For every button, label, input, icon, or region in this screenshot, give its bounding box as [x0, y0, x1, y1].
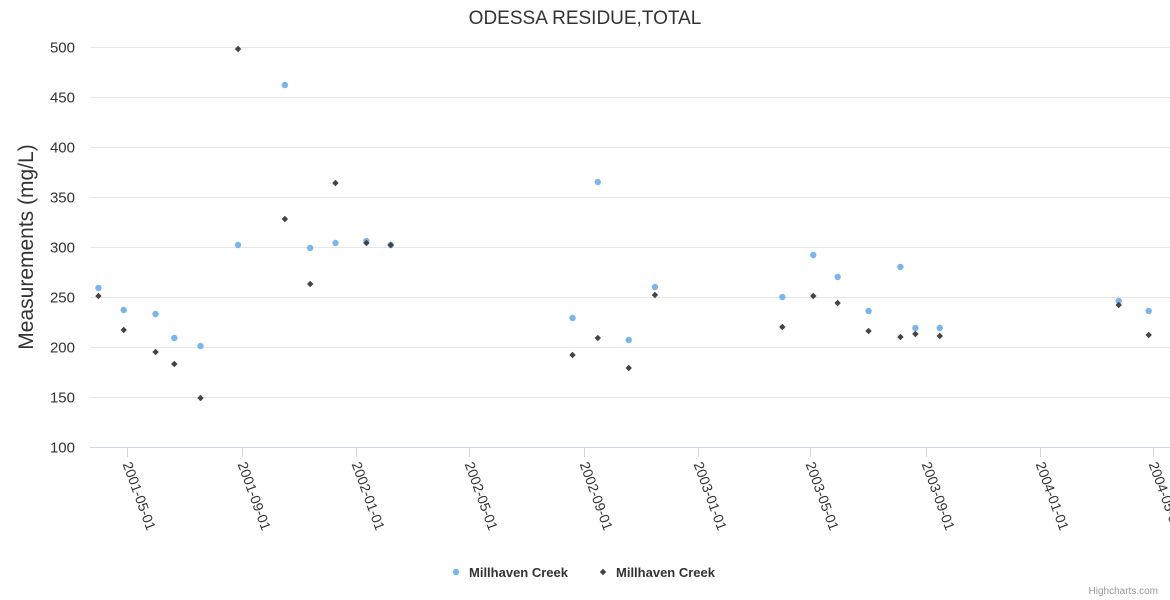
data-point[interactable]: [595, 179, 601, 185]
legend-marker: [453, 569, 459, 575]
data-point[interactable]: [282, 216, 288, 222]
y-tick-label: 100: [50, 440, 75, 457]
data-point[interactable]: [569, 315, 575, 321]
data-point[interactable]: [834, 300, 840, 306]
data-point[interactable]: [307, 281, 313, 287]
x-tick-label: 2004-01-01: [1033, 460, 1073, 533]
data-point[interactable]: [865, 308, 871, 314]
x-tick-label: 2002-01-01: [349, 460, 389, 533]
data-point[interactable]: [171, 361, 177, 367]
data-point[interactable]: [332, 240, 338, 246]
data-point[interactable]: [834, 274, 840, 280]
data-point[interactable]: [197, 343, 203, 349]
legend-item-2[interactable]: Millhaven Creek: [600, 565, 716, 580]
data-point[interactable]: [810, 293, 816, 299]
y-tick-label: 500: [50, 40, 75, 57]
x-axis: 2001-05-01 2001-09-01 2002-01-01 2002-05-01…: [90, 447, 1170, 533]
y-tick-label: 150: [50, 390, 75, 407]
data-point[interactable]: [897, 334, 903, 340]
x-tick-label: 2004-05-01: [1146, 460, 1170, 533]
data-point[interactable]: [652, 284, 658, 290]
data-point[interactable]: [235, 46, 241, 52]
data-point[interactable]: [810, 252, 816, 258]
y-tick-label: 350: [50, 190, 75, 207]
data-point[interactable]: [121, 307, 127, 313]
data-point[interactable]: [95, 285, 101, 291]
legend-label: Millhaven Creek: [469, 565, 569, 580]
data-point[interactable]: [912, 325, 918, 331]
x-tick-label: 2003-05-01: [803, 460, 843, 533]
data-point[interactable]: [937, 325, 943, 331]
y-axis-ticks: 100 150 200 250 300 350 400 450 500: [50, 40, 75, 457]
x-tick-label: 2002-09-01: [577, 460, 617, 533]
data-point[interactable]: [937, 333, 943, 339]
x-tick-label: 2001-09-01: [235, 460, 275, 533]
data-point[interactable]: [779, 324, 785, 330]
data-point[interactable]: [171, 335, 177, 341]
legend-label: Millhaven Creek: [616, 565, 716, 580]
data-point[interactable]: [121, 327, 127, 333]
x-tick-label: 2003-01-01: [691, 460, 731, 533]
data-point[interactable]: [197, 395, 203, 401]
data-point[interactable]: [1145, 332, 1151, 338]
legend-marker: [600, 569, 606, 575]
x-tick-label: 2002-05-01: [462, 460, 502, 533]
data-point[interactable]: [569, 352, 575, 358]
data-point[interactable]: [779, 294, 785, 300]
data-point[interactable]: [282, 82, 288, 88]
data-point[interactable]: [626, 337, 632, 343]
y-tick-label: 300: [50, 240, 75, 257]
chart-title: ODESSA RESIDUE,TOTAL: [469, 8, 702, 29]
data-point[interactable]: [307, 245, 313, 251]
data-point[interactable]: [152, 311, 158, 317]
y-axis-title: Measurements (mg/L): [15, 144, 38, 349]
series-1: [95, 82, 1152, 349]
data-point[interactable]: [332, 180, 338, 186]
credits-link[interactable]: Highcharts.com: [1089, 586, 1158, 597]
y-tick-label: 400: [50, 140, 75, 157]
data-point[interactable]: [897, 264, 903, 270]
y-tick-label: 200: [50, 340, 75, 357]
y-tick-label: 450: [50, 90, 75, 107]
data-point[interactable]: [1145, 308, 1151, 314]
legend-item-1[interactable]: Millhaven Creek: [453, 565, 569, 580]
grid-lines: [90, 48, 1170, 448]
data-point[interactable]: [595, 335, 601, 341]
legend[interactable]: Millhaven Creek Millhaven Creek: [453, 565, 716, 580]
data-point[interactable]: [912, 331, 918, 337]
data-point[interactable]: [95, 293, 101, 299]
data-point[interactable]: [235, 242, 241, 248]
data-point[interactable]: [865, 328, 871, 334]
y-tick-label: 250: [50, 290, 75, 307]
x-tick-label: 2003-09-01: [919, 460, 959, 533]
x-tick-label: 2001-05-01: [120, 460, 160, 533]
data-point[interactable]: [626, 365, 632, 371]
data-point[interactable]: [152, 349, 158, 355]
